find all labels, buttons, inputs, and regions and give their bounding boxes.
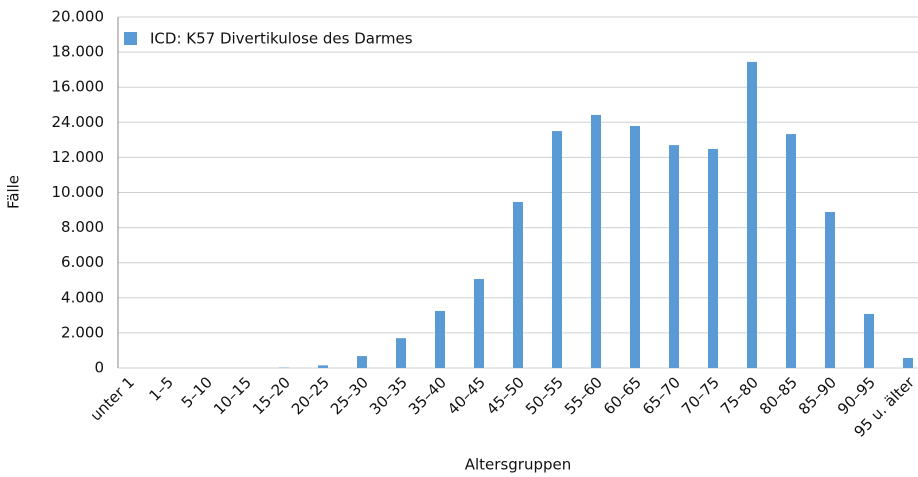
x-tick-label: 65–70 [639,373,684,418]
bar [630,125,640,368]
x-tick-label: 50–55 [522,373,567,418]
bar [708,148,718,368]
bar [903,357,913,368]
bar [591,114,601,368]
x-tick-label: 45–50 [483,373,528,418]
x-tick-label: unter 1 [87,373,138,424]
bar [357,356,367,368]
x-tick-label: 10–15 [210,373,255,418]
bar [396,338,406,368]
y-tick-label: 16.000 [52,78,105,96]
y-tick-label: 2.000 [61,323,104,341]
y-tick-label: 6.000 [61,253,104,271]
bar [318,365,328,368]
x-tick-label: 25–30 [327,373,372,418]
x-tick-label: 55–60 [561,373,606,418]
y-tick-label: 0 [94,359,104,377]
x-tick-label: 70–75 [678,373,723,418]
bar [513,201,523,368]
x-tick-label: 15–20 [249,373,294,418]
bar [474,279,484,368]
x-tick-label: 40–45 [444,373,489,418]
legend-swatch [124,32,137,45]
x-tick-label: 75–80 [717,373,762,418]
x-tick-label: 20–25 [288,373,333,418]
bar [786,134,796,368]
y-tick-label: 8.000 [61,218,104,236]
y-tick-label: 18.000 [52,43,105,61]
x-tick-label: 85–90 [795,373,840,418]
y-tick-label: 20.000 [52,8,105,26]
y-tick-label: 4.000 [61,288,104,306]
bar [669,145,679,368]
x-tick-label: 35–40 [405,373,450,418]
y-tick-label: 12.000 [52,148,105,166]
bar [552,131,562,368]
x-axis-label: Altersgruppen [465,456,572,474]
y-axis-label: Fälle [5,175,23,209]
x-tick-label: 1–5 [145,373,177,405]
bar [864,313,874,368]
legend-label: ICD: K57 Divertikulose des Darmes [150,30,413,48]
x-tick-label: 80–85 [756,373,801,418]
bar [747,61,757,368]
y-tick-label: 10.000 [52,183,105,201]
x-tick-label: 60–65 [600,373,645,418]
bar [435,310,445,368]
bar [825,211,835,368]
y-tick-label: 24.000 [52,113,105,131]
x-tick-label: 30–35 [366,373,411,418]
